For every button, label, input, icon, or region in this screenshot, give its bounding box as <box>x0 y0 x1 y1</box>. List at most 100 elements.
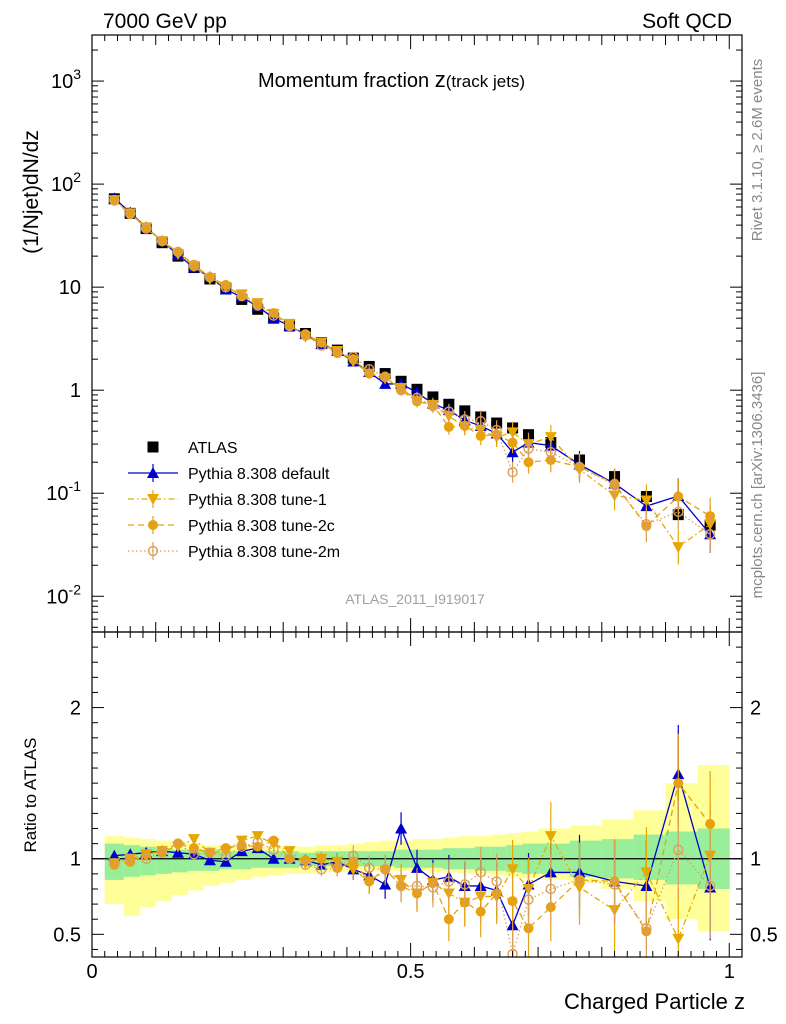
data-point <box>332 347 343 359</box>
data-point <box>140 853 152 864</box>
data-point <box>673 778 684 789</box>
data-point <box>443 876 455 887</box>
data-point-atlas <box>147 441 159 453</box>
data-point <box>507 896 518 907</box>
data-point <box>364 862 375 874</box>
mcplots-label: mcplots.cern.ch [arXiv:1306.3436] <box>749 372 766 599</box>
data-point <box>300 330 311 341</box>
series-2 <box>108 195 717 565</box>
data-point <box>147 467 159 478</box>
y-tick-label: 103 <box>51 66 81 93</box>
data-point <box>125 208 136 219</box>
ratio-plot-frame <box>91 631 743 958</box>
data-point <box>348 850 359 861</box>
data-point <box>491 424 502 436</box>
header-right: Soft QCD <box>642 10 732 33</box>
data-point <box>641 519 652 530</box>
data-point <box>316 853 327 864</box>
band-inner-bin <box>665 831 698 885</box>
analysis-id-watermark: ATLAS_2011_I919017 <box>345 591 485 607</box>
data-point <box>220 850 232 861</box>
chart-title-z: z <box>435 67 446 92</box>
y-axis-label-top: (1/Njet)dN/dz <box>20 130 43 254</box>
data-point <box>459 879 470 890</box>
data-point <box>475 430 486 441</box>
legend: ATLAS Pythia 8.308 default Pythia 8.308 tu… <box>128 440 340 561</box>
data-point <box>332 862 343 874</box>
data-point <box>108 849 121 861</box>
data-point <box>443 406 455 417</box>
chart-title-sub: (track jets) <box>446 72 525 91</box>
ratio-y-tick-label-right: 1 <box>750 849 761 871</box>
ratio-y-tick-label: 0.5 <box>53 924 81 946</box>
data-point <box>173 246 184 257</box>
main-plot-series <box>108 192 717 565</box>
chart-title: Momentum fraction z(track jets) <box>258 67 525 92</box>
data-point <box>204 272 215 283</box>
data-point <box>475 867 486 878</box>
data-point <box>236 290 247 302</box>
data-point <box>609 479 620 491</box>
data-point <box>427 400 439 412</box>
y-tick-label: 102 <box>51 169 81 196</box>
data-point <box>268 308 279 319</box>
ratio-plot-series <box>108 724 717 957</box>
data-point <box>475 416 486 427</box>
data-point <box>147 545 159 557</box>
data-point <box>523 443 534 454</box>
data-point <box>411 392 423 404</box>
data-point <box>125 853 136 864</box>
rivet-version-label: Rivet 3.1.10, ≥ 2.6M events <box>749 59 766 242</box>
data-point <box>411 880 423 892</box>
data-point <box>316 337 327 348</box>
data-point <box>545 883 557 895</box>
legend-label: Pythia 8.308 tune-2c <box>188 518 335 535</box>
data-point <box>148 520 158 530</box>
x-tick-label: 0 <box>86 961 97 983</box>
data-point <box>443 914 454 925</box>
data-point <box>283 846 296 858</box>
data-point <box>236 290 247 301</box>
series-line <box>113 199 711 535</box>
data-point <box>252 836 263 848</box>
data-point <box>157 236 168 247</box>
data-point <box>443 421 454 432</box>
data-point <box>395 822 408 834</box>
data-point <box>545 447 557 458</box>
data-point <box>672 933 685 945</box>
legend-label: Pythia 8.308 tune-1 <box>188 492 327 509</box>
data-point <box>172 246 184 258</box>
ratio-y-tick-label: 1 <box>70 849 81 871</box>
data-point <box>672 542 685 554</box>
data-point <box>491 876 502 887</box>
data-point <box>188 260 200 272</box>
main-plot-frame <box>91 34 743 633</box>
data-point <box>507 437 518 448</box>
data-point <box>640 495 653 507</box>
data-point <box>147 494 159 505</box>
data-point <box>109 858 120 869</box>
data-point <box>156 847 168 858</box>
data-point <box>574 874 585 886</box>
data-point <box>544 831 557 843</box>
data-point <box>523 894 534 905</box>
data-point <box>379 864 391 875</box>
data-point <box>156 235 168 247</box>
data-point <box>640 867 653 879</box>
ratio-bands <box>104 765 730 932</box>
data-point <box>348 351 359 363</box>
data-point <box>204 271 216 283</box>
data-point <box>284 853 295 864</box>
data-point <box>544 432 557 444</box>
data-point <box>268 310 279 321</box>
data-point <box>172 838 184 849</box>
series-line <box>113 199 711 549</box>
data-point <box>236 841 247 852</box>
legend-label: Pythia 8.308 tune-2m <box>188 544 340 561</box>
x-tick-label: 1 <box>724 961 735 983</box>
data-point <box>705 818 716 829</box>
data-point <box>251 831 264 843</box>
ratio-y-tick-label-right: 0.5 <box>750 924 778 946</box>
chart-title-main: Momentum fraction <box>258 70 435 92</box>
